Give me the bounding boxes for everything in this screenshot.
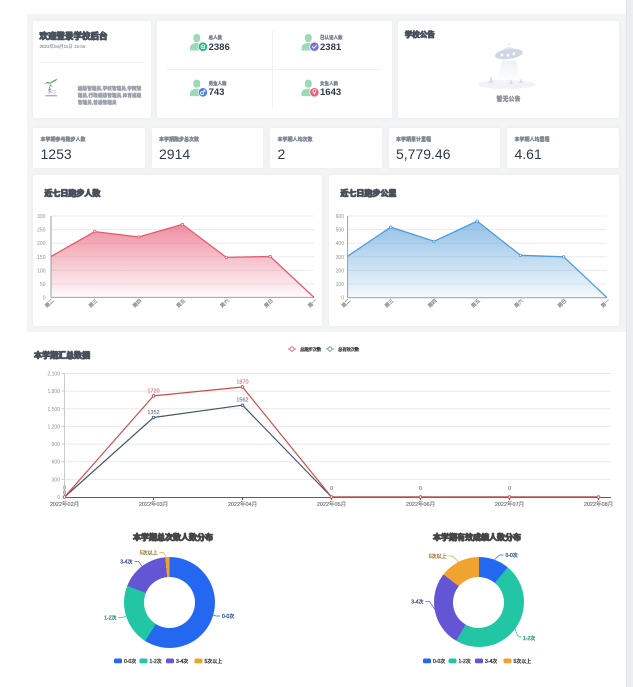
svg-text:50: 50 [40, 282, 46, 288]
svg-text:5次以上: 5次以上 [514, 658, 532, 665]
svg-text:0: 0 [419, 486, 422, 492]
svg-text:周三: 周三 [384, 298, 395, 309]
svg-text:2022年06月: 2022年06月 [406, 500, 435, 508]
svg-text:0-0次: 0-0次 [124, 658, 136, 665]
svg-text:0: 0 [63, 491, 66, 497]
svg-text:周四: 周四 [132, 298, 143, 309]
svg-text:0: 0 [508, 486, 511, 492]
svg-text:100: 100 [37, 268, 46, 274]
svg-text:周一: 周一 [307, 298, 318, 309]
svg-text:周日: 周日 [263, 298, 274, 309]
svg-text:300: 300 [52, 477, 61, 483]
svg-text:1-2次: 1-2次 [150, 658, 162, 665]
svg-text:1562: 1562 [236, 398, 248, 404]
svg-text:5次以上: 5次以上 [140, 550, 158, 557]
svg-text:0: 0 [330, 486, 333, 492]
svg-text:2022年02月: 2022年02月 [50, 500, 79, 508]
svg-text:周六: 周六 [219, 297, 231, 309]
svg-text:周二: 周二 [341, 298, 352, 309]
svg-text:5次以上: 5次以上 [429, 553, 447, 560]
svg-text:2022年08月: 2022年08月 [584, 500, 613, 508]
svg-text:1-2次: 1-2次 [523, 635, 535, 642]
svg-text:600: 600 [52, 460, 61, 466]
svg-text:300: 300 [336, 255, 345, 261]
svg-text:1870: 1870 [236, 380, 248, 386]
svg-text:3-4次: 3-4次 [120, 559, 132, 566]
svg-text:1,800: 1,800 [47, 389, 60, 395]
svg-text:周三: 周三 [88, 298, 99, 309]
svg-text:0-0次: 0-0次 [433, 658, 445, 665]
svg-text:200: 200 [336, 268, 345, 274]
svg-text:周六: 周六 [513, 297, 525, 309]
svg-text:100: 100 [336, 282, 345, 288]
svg-text:3-4次: 3-4次 [411, 599, 423, 606]
svg-text:周日: 周日 [557, 298, 568, 309]
svg-text:周五: 周五 [470, 298, 481, 309]
svg-text:200: 200 [37, 241, 46, 247]
svg-text:2,100: 2,100 [47, 372, 60, 378]
svg-text:1352: 1352 [147, 410, 159, 416]
svg-text:周四: 周四 [427, 298, 438, 309]
svg-text:500: 500 [336, 228, 345, 234]
svg-text:600: 600 [336, 214, 345, 220]
svg-text:250: 250 [37, 228, 46, 234]
svg-text:0: 0 [341, 296, 344, 302]
svg-text:1,500: 1,500 [47, 407, 60, 413]
svg-text:0: 0 [57, 495, 60, 501]
svg-text:1-2次: 1-2次 [104, 615, 116, 622]
svg-text:周一: 周一 [600, 298, 611, 309]
svg-text:总有效次数: 总有效次数 [338, 346, 360, 353]
svg-text:400: 400 [336, 241, 345, 247]
svg-text:0-0次: 0-0次 [222, 613, 234, 620]
svg-text:2022年03月: 2022年03月 [139, 500, 168, 508]
svg-text:周五: 周五 [176, 298, 187, 309]
svg-text:1720: 1720 [147, 389, 159, 395]
svg-text:3-4次: 3-4次 [176, 658, 188, 665]
svg-text:2022年07月: 2022年07月 [495, 500, 524, 508]
svg-text:0-0次: 0-0次 [506, 552, 518, 559]
svg-text:2022年05月: 2022年05月 [317, 500, 346, 508]
svg-text:150: 150 [37, 255, 46, 261]
svg-text:5次以上: 5次以上 [205, 658, 223, 665]
svg-text:1,200: 1,200 [47, 424, 60, 430]
svg-text:周二: 周二 [44, 298, 55, 309]
svg-text:3-4次: 3-4次 [485, 658, 497, 665]
svg-text:0: 0 [43, 295, 46, 301]
svg-text:总跑步次数: 总跑步次数 [300, 346, 322, 353]
svg-text:0: 0 [63, 486, 66, 492]
svg-text:1-2次: 1-2次 [459, 658, 471, 665]
svg-text:300: 300 [37, 214, 46, 220]
svg-text:2022年04月: 2022年04月 [228, 500, 257, 508]
svg-text:900: 900 [52, 442, 61, 448]
